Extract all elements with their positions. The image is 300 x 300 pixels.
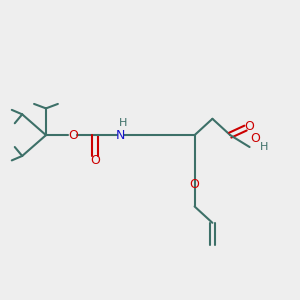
Text: O: O bbox=[190, 178, 200, 191]
Text: N: N bbox=[116, 129, 125, 142]
Text: O: O bbox=[68, 129, 78, 142]
Text: O: O bbox=[90, 154, 100, 167]
Text: H: H bbox=[260, 142, 269, 152]
Text: H: H bbox=[119, 118, 128, 128]
Text: O: O bbox=[244, 120, 254, 133]
Text: O: O bbox=[250, 132, 260, 145]
